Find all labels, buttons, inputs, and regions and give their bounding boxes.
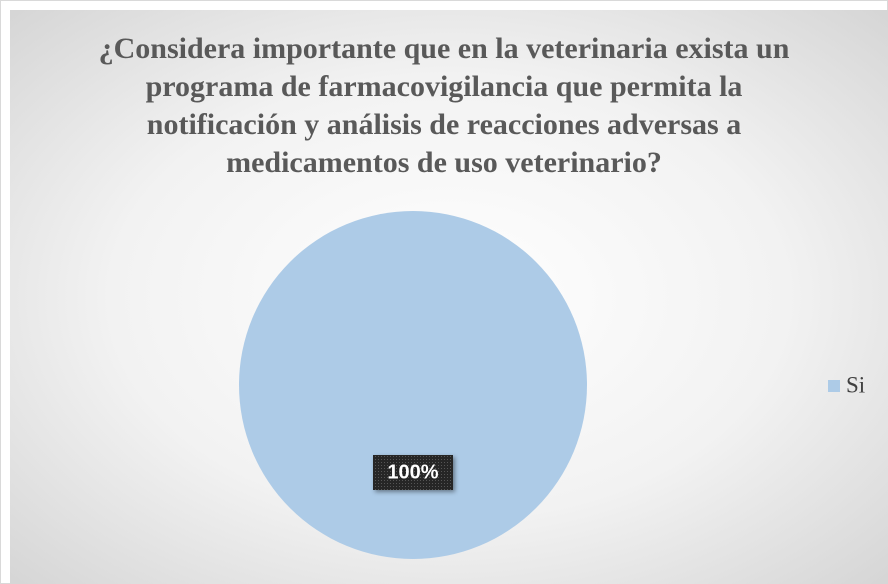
data-label-box <box>373 455 453 490</box>
pie-slice <box>239 211 587 559</box>
data-label: 100% <box>387 461 438 483</box>
legend-swatch <box>828 380 840 392</box>
legend-label: Si <box>846 372 865 397</box>
chart-title: ¿Considera importante que en la veterina… <box>98 32 790 179</box>
